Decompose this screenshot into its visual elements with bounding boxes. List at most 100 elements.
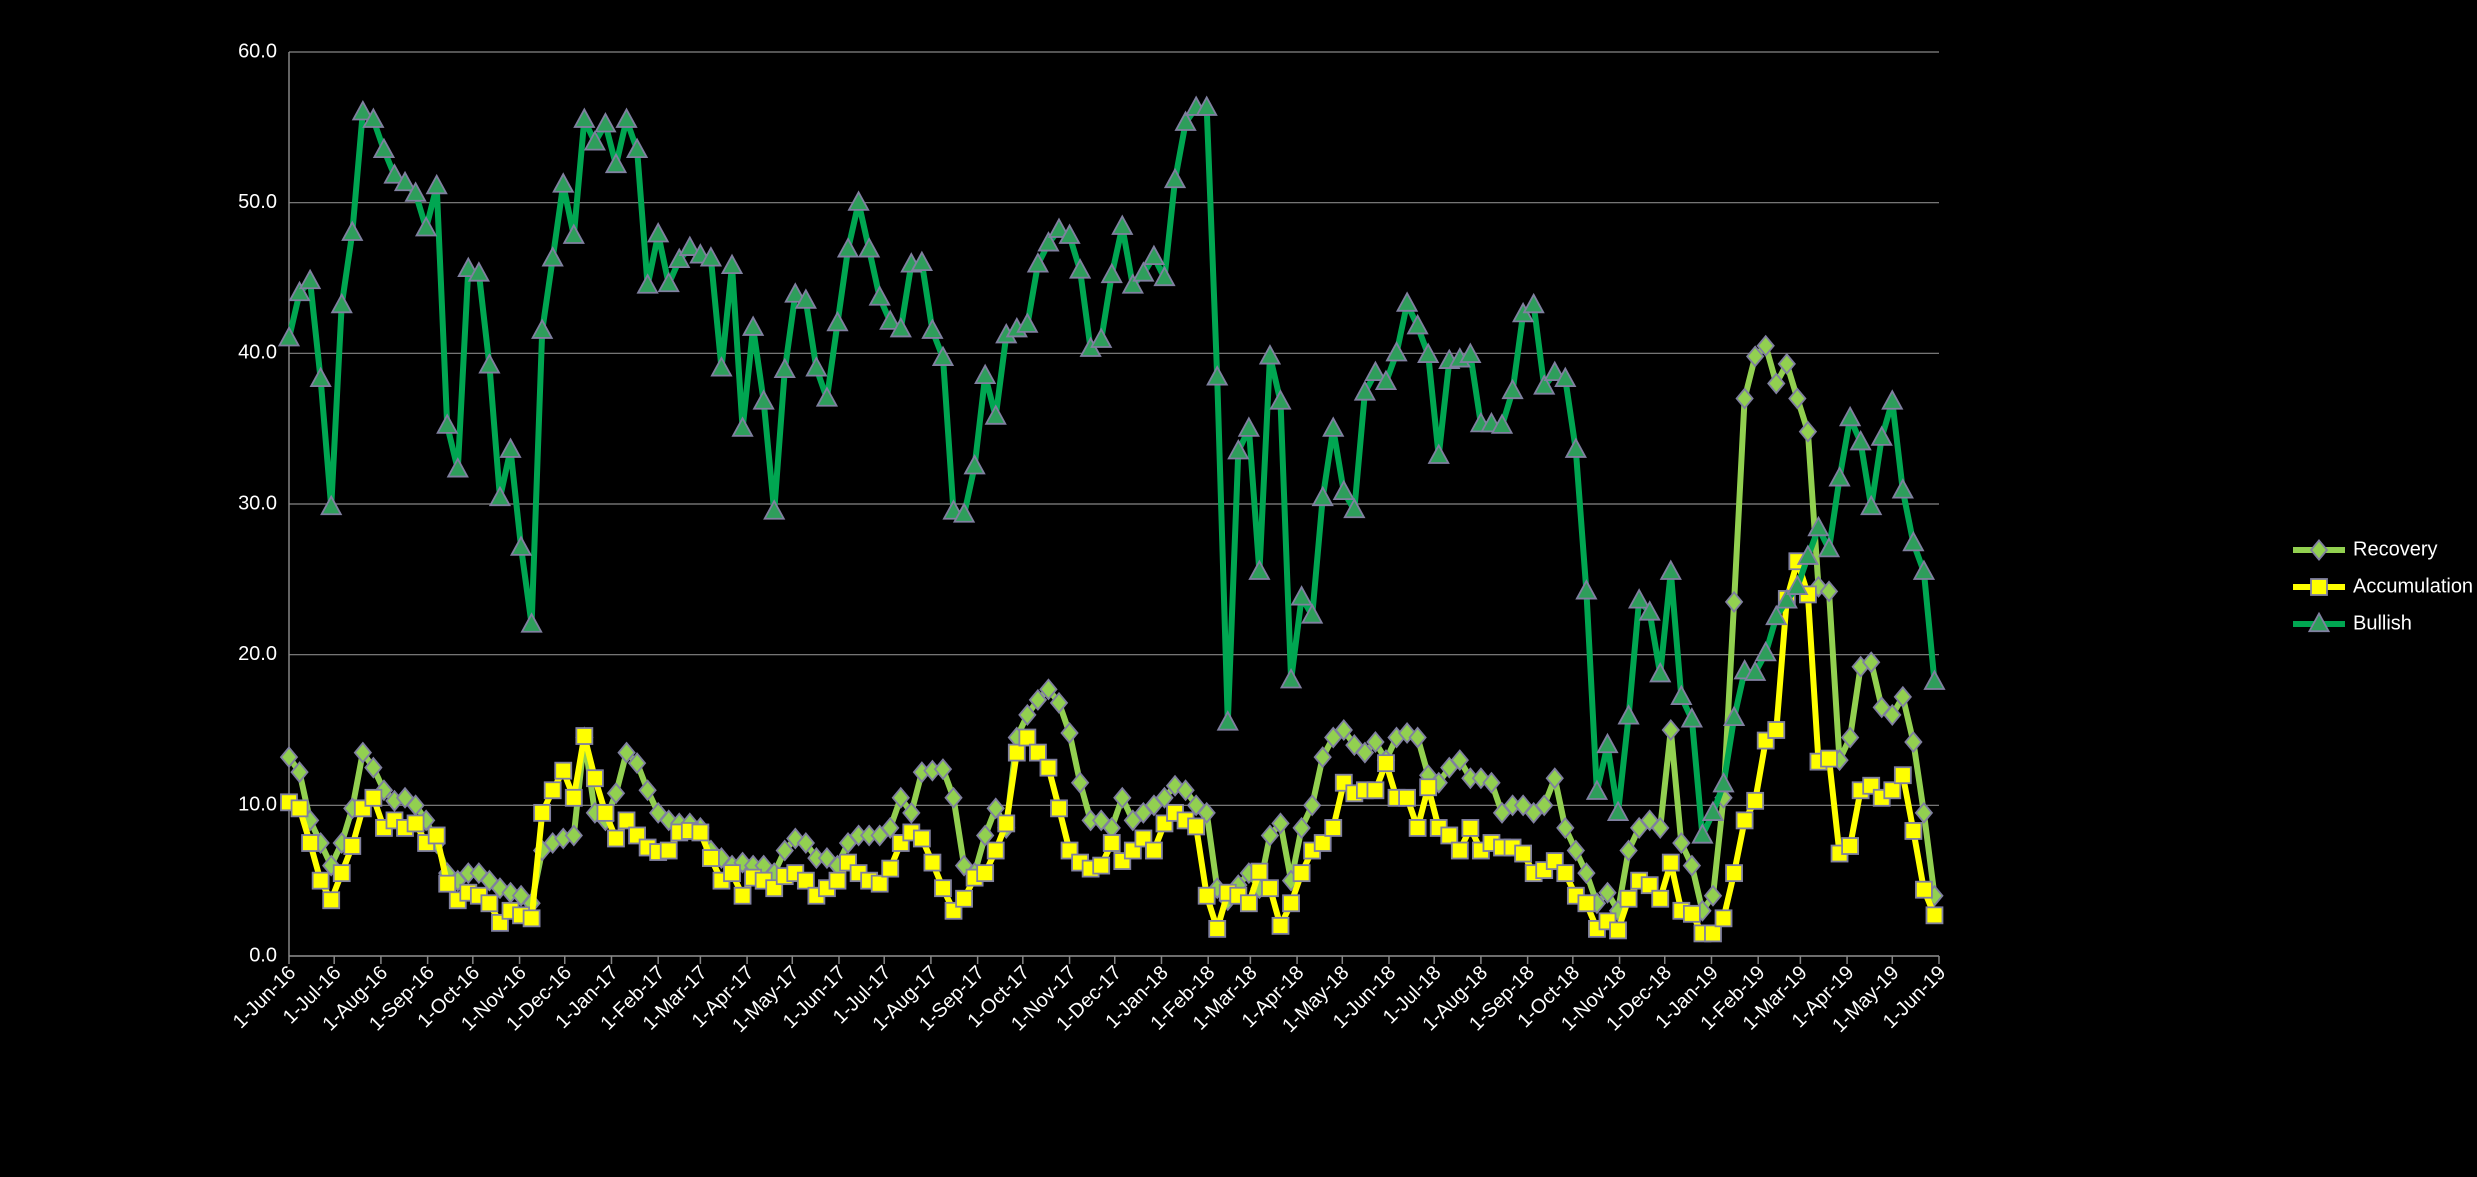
marker: [2307, 611, 2331, 633]
marker: [691, 823, 710, 842]
marker: [1577, 862, 1596, 885]
marker: [311, 871, 330, 890]
marker: [585, 769, 604, 788]
marker: [1039, 758, 1058, 777]
marker: [425, 173, 448, 195]
marker: [1060, 722, 1079, 745]
marker: [1374, 369, 1398, 391]
marker: [562, 223, 585, 244]
marker: [1332, 479, 1355, 501]
marker: [1543, 360, 1566, 382]
marker: [1121, 273, 1144, 294]
marker: [1102, 834, 1121, 852]
marker: [649, 801, 668, 824]
marker: [1514, 844, 1533, 863]
legend-label: Accumulation: [2353, 575, 2473, 597]
marker: [279, 746, 299, 769]
marker: [933, 758, 953, 781]
marker: [1050, 799, 1068, 818]
y-tick-label: 0.0: [249, 944, 277, 966]
marker: [531, 318, 554, 339]
marker: [1902, 530, 1925, 552]
marker: [1840, 726, 1860, 749]
marker: [1324, 819, 1343, 837]
marker: [467, 261, 490, 282]
marker: [1026, 252, 1050, 273]
marker: [1395, 291, 1419, 312]
marker: [1279, 668, 1303, 689]
marker: [805, 356, 828, 377]
marker: [784, 282, 807, 303]
marker: [1018, 703, 1037, 726]
marker: [741, 315, 765, 336]
marker: [627, 752, 647, 775]
marker: [436, 413, 459, 434]
y-tick-label: 50.0: [238, 191, 277, 213]
marker: [1680, 707, 1703, 728]
marker: [1355, 741, 1375, 764]
marker: [1670, 684, 1693, 705]
marker: [963, 454, 986, 475]
marker: [1566, 839, 1586, 862]
marker: [733, 886, 752, 905]
marker: [1820, 749, 1838, 768]
marker: [1313, 834, 1332, 852]
marker: [1501, 378, 1524, 400]
marker: [1893, 766, 1912, 785]
marker: [702, 849, 720, 867]
marker: [1100, 262, 1123, 284]
marker: [1174, 110, 1197, 131]
marker: [322, 854, 341, 877]
marker: [1564, 437, 1587, 458]
marker: [1197, 886, 1216, 905]
marker: [1018, 728, 1037, 747]
marker: [1007, 743, 1026, 762]
marker: [1712, 771, 1735, 793]
marker: [309, 366, 332, 388]
marker: [815, 386, 839, 407]
marker: [710, 356, 733, 377]
marker: [1915, 880, 1933, 899]
marker: [2309, 538, 2329, 562]
marker: [668, 247, 691, 269]
marker: [364, 756, 383, 779]
marker: [1366, 731, 1385, 754]
series-2: [277, 95, 1946, 844]
marker: [659, 841, 678, 860]
marker: [858, 237, 881, 258]
marker: [955, 889, 973, 908]
marker: [478, 353, 501, 374]
marker: [1408, 819, 1427, 837]
marker: [1482, 771, 1501, 794]
marker: [1271, 812, 1290, 835]
marker: [322, 891, 341, 910]
marker: [1609, 921, 1627, 940]
legend-label: Bullish: [2353, 612, 2412, 634]
marker: [1366, 781, 1385, 800]
marker: [1556, 816, 1575, 839]
marker: [383, 163, 406, 184]
marker: [1756, 334, 1775, 357]
marker: [1725, 864, 1743, 883]
marker: [1364, 360, 1387, 382]
marker: [1533, 374, 1556, 395]
marker: [1701, 800, 1725, 821]
marker: [1145, 841, 1163, 860]
marker: [1322, 416, 1345, 437]
marker: [1258, 344, 1282, 365]
marker: [910, 250, 933, 272]
marker: [364, 788, 383, 807]
marker: [488, 485, 512, 507]
marker: [699, 246, 723, 267]
marker: [870, 874, 889, 893]
marker: [1923, 669, 1946, 690]
marker: [902, 801, 921, 824]
marker: [1881, 389, 1904, 410]
marker: [1377, 754, 1395, 773]
marker: [1659, 559, 1682, 580]
marker: [1237, 416, 1260, 437]
marker: [1513, 794, 1533, 817]
marker: [986, 841, 1005, 860]
marker: [881, 859, 900, 878]
marker: [1735, 387, 1754, 410]
